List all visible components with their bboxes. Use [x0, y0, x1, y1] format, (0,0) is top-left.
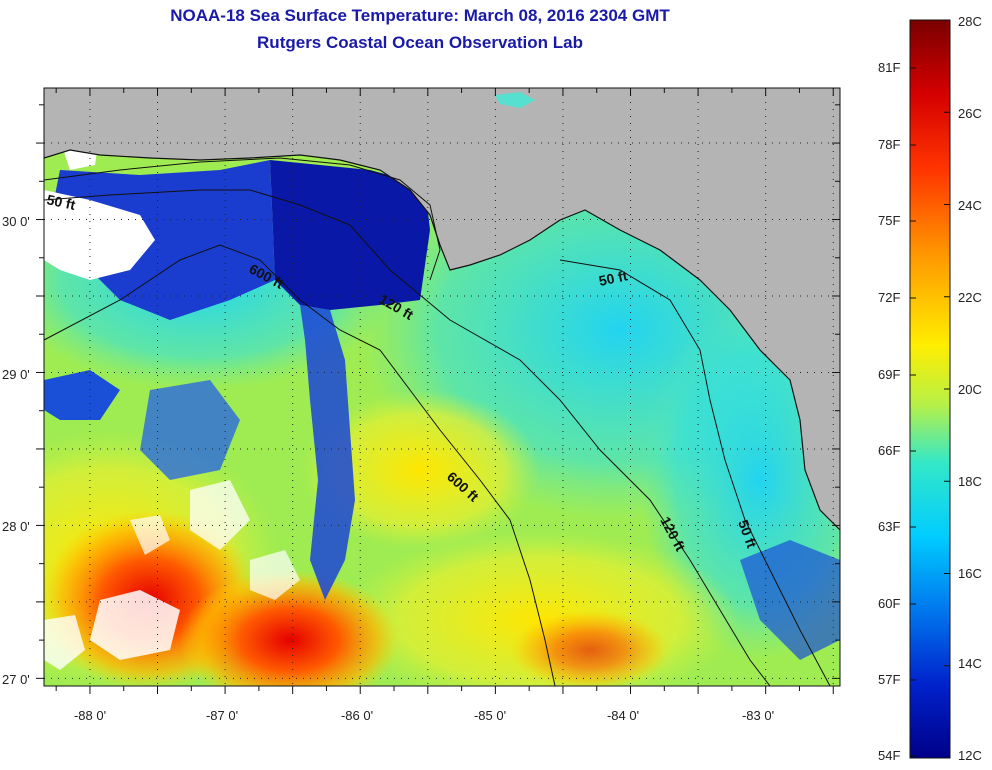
contour-label-50ft-east: 50 ft	[597, 267, 629, 289]
fahrenheit-label: 72F	[878, 290, 900, 305]
colorbar-fahrenheit-labels: 81F 78F 75F 72F 69F 66F 63F 60F 57F 54F	[878, 60, 900, 763]
fahrenheit-label: 69F	[878, 367, 900, 382]
map-subtitle: Rutgers Coastal Ocean Observation Lab	[257, 33, 583, 52]
fahrenheit-label: 81F	[878, 60, 900, 75]
celsius-label: 26C	[958, 106, 982, 121]
lat-label: 27 0'	[2, 672, 30, 687]
celsius-label: 20C	[958, 382, 982, 397]
celsius-label: 18C	[958, 474, 982, 489]
map-frame	[43, 87, 841, 687]
lon-label: -84 0'	[607, 708, 639, 723]
colorbar-gradient	[910, 20, 950, 758]
lat-label: 28 0'	[2, 519, 30, 534]
fahrenheit-label: 54F	[878, 748, 900, 763]
celsius-label: 22C	[958, 290, 982, 305]
lon-label: -88 0'	[74, 708, 106, 723]
fahrenheit-label: 66F	[878, 443, 900, 458]
fahrenheit-label: 78F	[878, 137, 900, 152]
fahrenheit-label: 57F	[878, 672, 900, 687]
map-ticks	[36, 88, 840, 694]
latitude-labels: 30 0' 29 0' 28 0' 27 0'	[2, 214, 30, 687]
celsius-label: 12C	[958, 748, 982, 763]
lat-label: 29 0'	[2, 367, 30, 382]
contour-label-50ft-west: 50 ft	[45, 191, 77, 213]
celsius-label: 28C	[958, 14, 982, 29]
colorbar-celsius-labels: 28C 26C 24C 22C 20C 18C 16C 14C 12C	[958, 14, 982, 763]
celsius-label: 24C	[958, 198, 982, 213]
colorbar: 28C 26C 24C 22C 20C 18C 16C 14C 12C 81F …	[878, 14, 982, 763]
lat-label: 30 0'	[2, 214, 30, 229]
sst-map: 50 ft 120 ft 600 ft 600 ft 50 ft 120 ft …	[44, 88, 840, 686]
longitude-labels: -88 0' -87 0' -86 0' -85 0' -84 0' -83 0…	[74, 708, 774, 723]
fahrenheit-label: 63F	[878, 519, 900, 534]
lon-label: -85 0'	[474, 708, 506, 723]
fahrenheit-label: 75F	[878, 213, 900, 228]
fahrenheit-label: 60F	[878, 596, 900, 611]
celsius-label: 14C	[958, 656, 982, 671]
lon-label: -86 0'	[341, 708, 373, 723]
celsius-label: 16C	[958, 566, 982, 581]
lon-label: -87 0'	[206, 708, 238, 723]
map-title: NOAA-18 Sea Surface Temperature: March 0…	[170, 6, 670, 25]
lon-label: -83 0'	[742, 708, 774, 723]
